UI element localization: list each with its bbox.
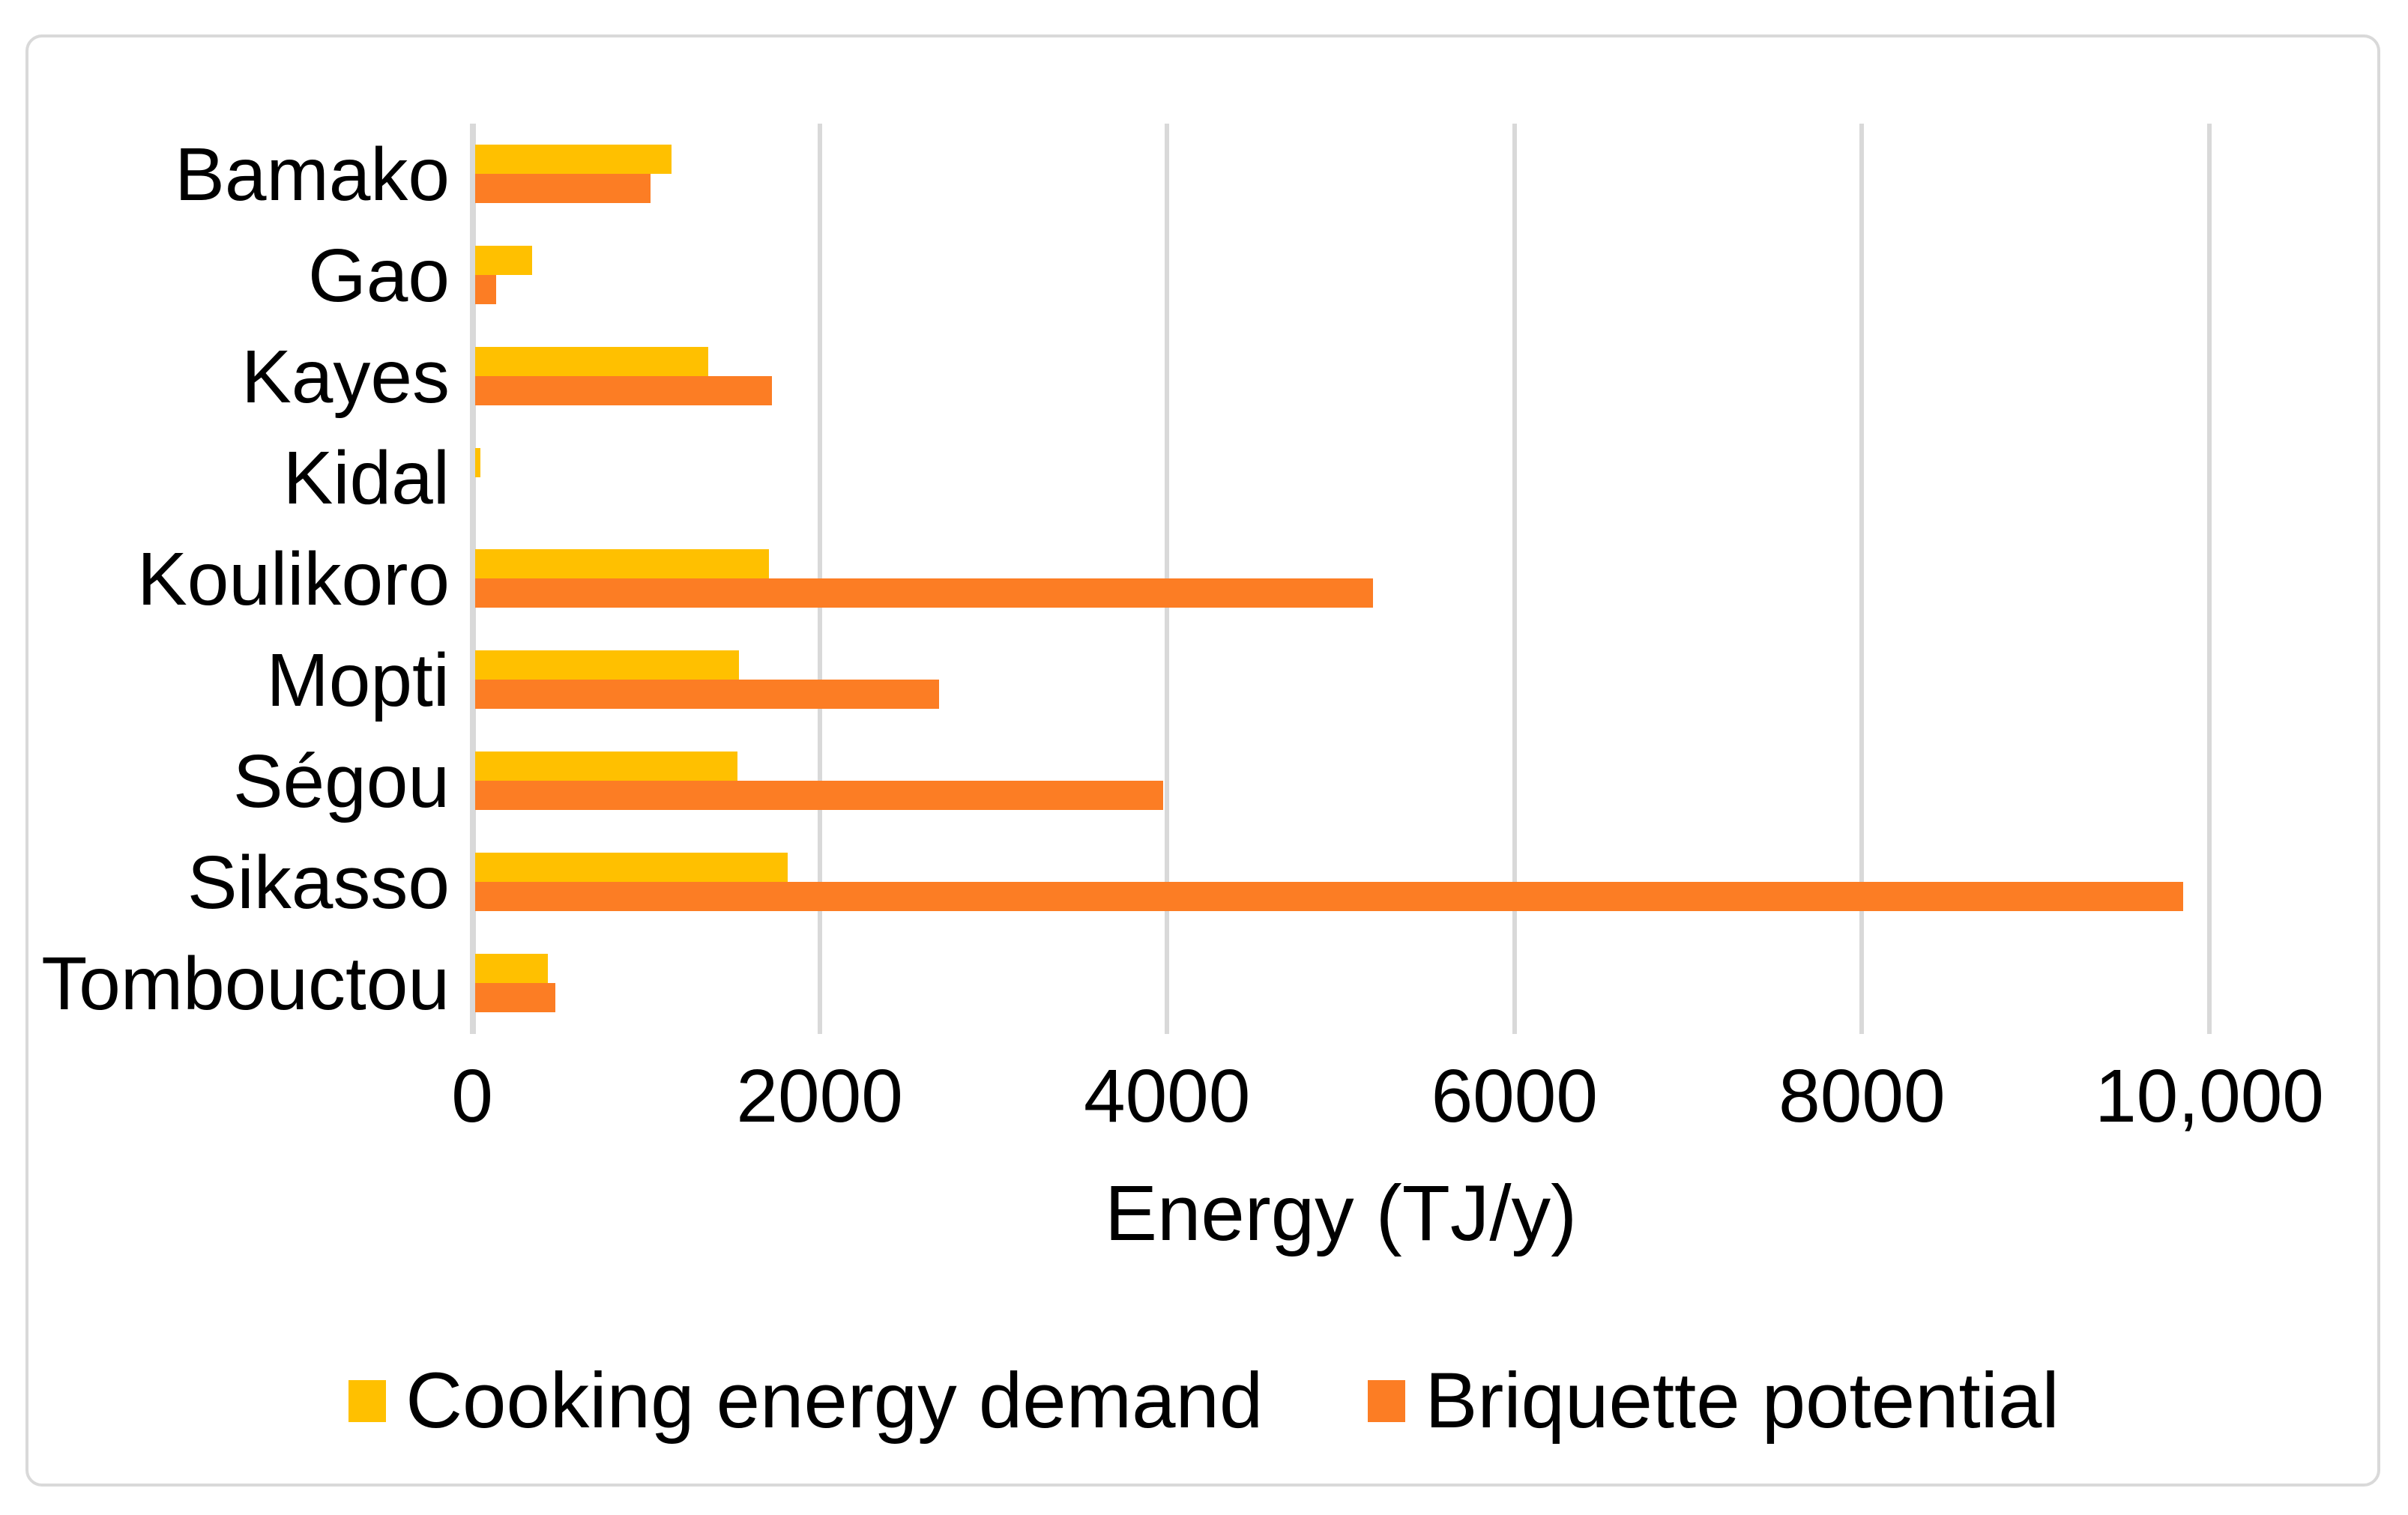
bar-cooking-energy-demand-4 [475,549,769,578]
gridline-10000 [2207,124,2212,1034]
bar-cooking-energy-demand-1 [475,246,532,275]
legend-item-briquette-potential: Briquette potential [1368,1352,2060,1450]
gridline-8000 [1859,124,1865,1034]
bar-briquette-potential-7 [475,882,2183,911]
bar-cooking-energy-demand-7 [475,853,788,882]
x-tick-label-2000: 2000 [736,1054,903,1138]
category-label-0: Bamako [175,132,450,217]
x-tick-label-0: 0 [451,1054,493,1138]
bar-briquette-potential-5 [475,680,939,709]
category-label-5: Mopti [266,638,450,722]
x-tick-label-6000: 6000 [1431,1054,1599,1138]
category-label-7: Sikasso [187,840,450,925]
category-label-4: Koulikoro [137,536,450,621]
bar-briquette-potential-4 [475,578,1373,608]
category-label-1: Gao [307,233,450,318]
legend-label-briquette-potential: Briquette potential [1425,1357,2060,1445]
category-label-3: Kidal [283,435,450,520]
bar-cooking-energy-demand-5 [475,650,739,680]
bar-cooking-energy-demand-0 [475,145,672,174]
legend: Cooking energy demand Briquette potentia… [0,1352,2408,1450]
bar-briquette-potential-2 [475,376,772,405]
legend-marker-cooking-energy-demand [348,1380,387,1422]
bar-cooking-energy-demand-3 [475,448,480,477]
legend-label-cooking-energy-demand: Cooking energy demand [405,1357,1264,1445]
category-label-2: Kayes [241,334,450,419]
bar-briquette-potential-0 [475,174,651,203]
x-axis-title: Energy (TJ/y) [1104,1170,1578,1257]
x-tick-label-8000: 8000 [1778,1054,1946,1138]
bar-briquette-potential-8 [475,983,555,1012]
bar-cooking-energy-demand-8 [475,954,548,983]
bar-briquette-potential-1 [475,275,496,304]
gridline-0 [470,124,476,1034]
bar-briquette-potential-6 [475,781,1163,810]
gridline-6000 [1512,124,1517,1034]
x-tick-label-4000: 4000 [1083,1054,1251,1138]
legend-item-cooking-energy-demand: Cooking energy demand [348,1352,1263,1450]
legend-marker-briquette-potential [1368,1380,1406,1422]
category-label-8: Tombouctou [41,941,450,1026]
bar-cooking-energy-demand-2 [475,347,708,376]
x-tick-label-10000: 10,000 [2095,1054,2324,1138]
bar-cooking-energy-demand-6 [475,752,737,781]
figure-border [25,34,2380,1487]
category-label-6: Ségou [232,739,450,823]
